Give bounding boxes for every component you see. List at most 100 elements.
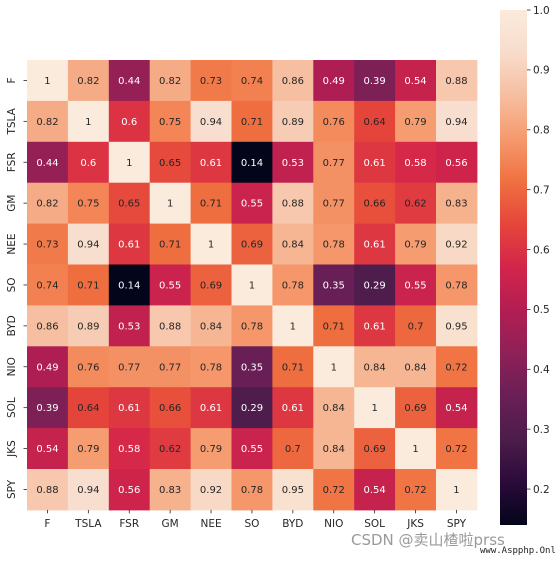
cell-value-label: 0.69	[200, 280, 222, 291]
cell-value-label: 0.86	[282, 76, 304, 87]
cell-value-label: 0.65	[118, 199, 140, 210]
heatmap-cell	[67, 264, 110, 306]
cell-value-label: 0.83	[445, 199, 467, 210]
heatmap-cell	[231, 60, 273, 102]
heatmap-cell	[27, 182, 69, 225]
cell-value-label: 1	[85, 117, 91, 128]
cell-value-label: 0.54	[445, 403, 467, 414]
cell-value-label: 0.61	[118, 403, 140, 414]
heatmap-cell	[395, 223, 437, 265]
heatmap-cell	[231, 346, 273, 388]
heatmap-cell	[395, 264, 437, 306]
cell-value-label: 1	[167, 199, 173, 210]
cell-value-label: 0.82	[36, 199, 58, 210]
cell-value-label: 0.29	[241, 403, 263, 414]
heatmap-cell	[231, 223, 273, 265]
heatmap-cell	[149, 100, 192, 143]
heatmap-cell	[313, 223, 355, 265]
y-axis-ticks: F TSLA FSR GM NEE SO BYD NIO SOL JKS SPY	[6, 77, 27, 499]
cell-value-label: 0.79	[404, 117, 426, 128]
cell-value-label: 0.89	[282, 117, 304, 128]
cell-value-label: 0.94	[200, 117, 222, 128]
heatmap-cell	[231, 264, 273, 306]
cell-value-label: 0.53	[118, 321, 140, 332]
cell-value-label: 0.84	[323, 444, 345, 455]
heatmap-cell	[67, 182, 110, 225]
heatmap-cell	[190, 100, 232, 143]
cell-value-label: 0.55	[241, 444, 263, 455]
colorbar-tick-label: 0.8	[533, 125, 550, 137]
heatmap-cell	[231, 387, 273, 429]
heatmap-cell	[395, 305, 437, 347]
heatmap-cell	[27, 346, 69, 388]
heatmap-cell	[27, 100, 69, 143]
cell-value-label: 0.71	[77, 280, 99, 291]
cell-value-label: 0.61	[364, 240, 386, 251]
heatmap-cell	[190, 182, 232, 225]
x-tick-label: SPY	[447, 518, 467, 530]
heatmap-cell	[108, 264, 151, 306]
cell-value-label: 0.78	[241, 485, 263, 496]
cell-value-label: 0.6	[121, 117, 137, 128]
heatmap-cell	[67, 141, 110, 184]
y-tick-label: JKS	[6, 440, 18, 458]
cell-value-label: 0.61	[118, 240, 140, 251]
heatmap-cell	[313, 182, 355, 225]
heatmap-cell	[108, 305, 151, 347]
heatmap-cell	[436, 305, 478, 347]
heatmap-cell	[313, 305, 355, 347]
cell-value-label: 1	[290, 321, 296, 332]
cell-value-label: 1	[249, 280, 255, 291]
cell-value-label: 0.88	[159, 321, 181, 332]
heatmap-cell	[149, 141, 192, 184]
cell-value-label: 0.78	[241, 321, 263, 332]
cell-value-label: 0.35	[241, 362, 263, 373]
x-tick-label: TSLA	[74, 518, 102, 530]
heatmap-cell	[108, 141, 151, 184]
cell-value-label: 0.71	[282, 362, 304, 373]
heatmap-cell	[436, 223, 478, 265]
heatmap-cell	[67, 346, 110, 388]
cell-value-label: 1	[453, 485, 459, 496]
heatmap-cell	[436, 469, 478, 511]
heatmap-cell	[436, 346, 478, 388]
cell-value-label: 0.55	[159, 280, 181, 291]
heatmap-cell	[149, 60, 192, 102]
cell-value-label: 1	[412, 444, 418, 455]
cell-value-label: 0.39	[36, 403, 58, 414]
cell-value-label: 0.88	[445, 76, 467, 87]
x-tick-label: FSR	[119, 518, 139, 530]
heatmap-cell	[149, 346, 192, 388]
heatmap-cell	[149, 387, 192, 429]
heatmap-cell	[272, 182, 314, 225]
heatmap-cell	[354, 182, 396, 225]
cell-value-label: 0.55	[404, 280, 426, 291]
cell-value-label: 0.66	[364, 199, 386, 210]
cell-value-label: 1	[126, 158, 132, 169]
heatmap-cell	[354, 346, 396, 388]
x-tick-label: SO	[244, 518, 259, 530]
heatmap-cell	[272, 264, 314, 306]
cell-value-label: 0.39	[364, 76, 386, 87]
cell-value-label: 0.71	[241, 117, 263, 128]
heatmap-cell	[354, 264, 396, 306]
cell-value-label: 0.69	[241, 240, 263, 251]
heatmap-cell	[108, 346, 151, 388]
colorbar-tick-label: 0.4	[533, 364, 550, 376]
watermark-csdn: CSDN @卖山楂啦prss	[351, 531, 505, 549]
cell-value-label: 0.54	[404, 76, 426, 87]
cell-value-label: 0.29	[364, 280, 386, 291]
heatmap-cell	[313, 141, 355, 184]
heatmap-cell	[149, 223, 192, 265]
cell-value-label: 0.74	[241, 76, 263, 87]
heatmap-cell	[27, 141, 69, 184]
cell-value-label: 0.84	[282, 240, 304, 251]
cell-value-label: 0.61	[200, 158, 222, 169]
cell-value-label: 0.66	[159, 403, 181, 414]
x-axis-ticks: F TSLA FSR GM NEE SO BYD NIO SOL JKS SPY	[44, 509, 467, 530]
heatmap-cell	[149, 182, 192, 225]
cell-value-label: 0.58	[404, 158, 426, 169]
x-tick-label: BYD	[282, 518, 303, 530]
y-tick-label: SPY	[6, 479, 18, 499]
heatmap-cell	[27, 223, 69, 265]
